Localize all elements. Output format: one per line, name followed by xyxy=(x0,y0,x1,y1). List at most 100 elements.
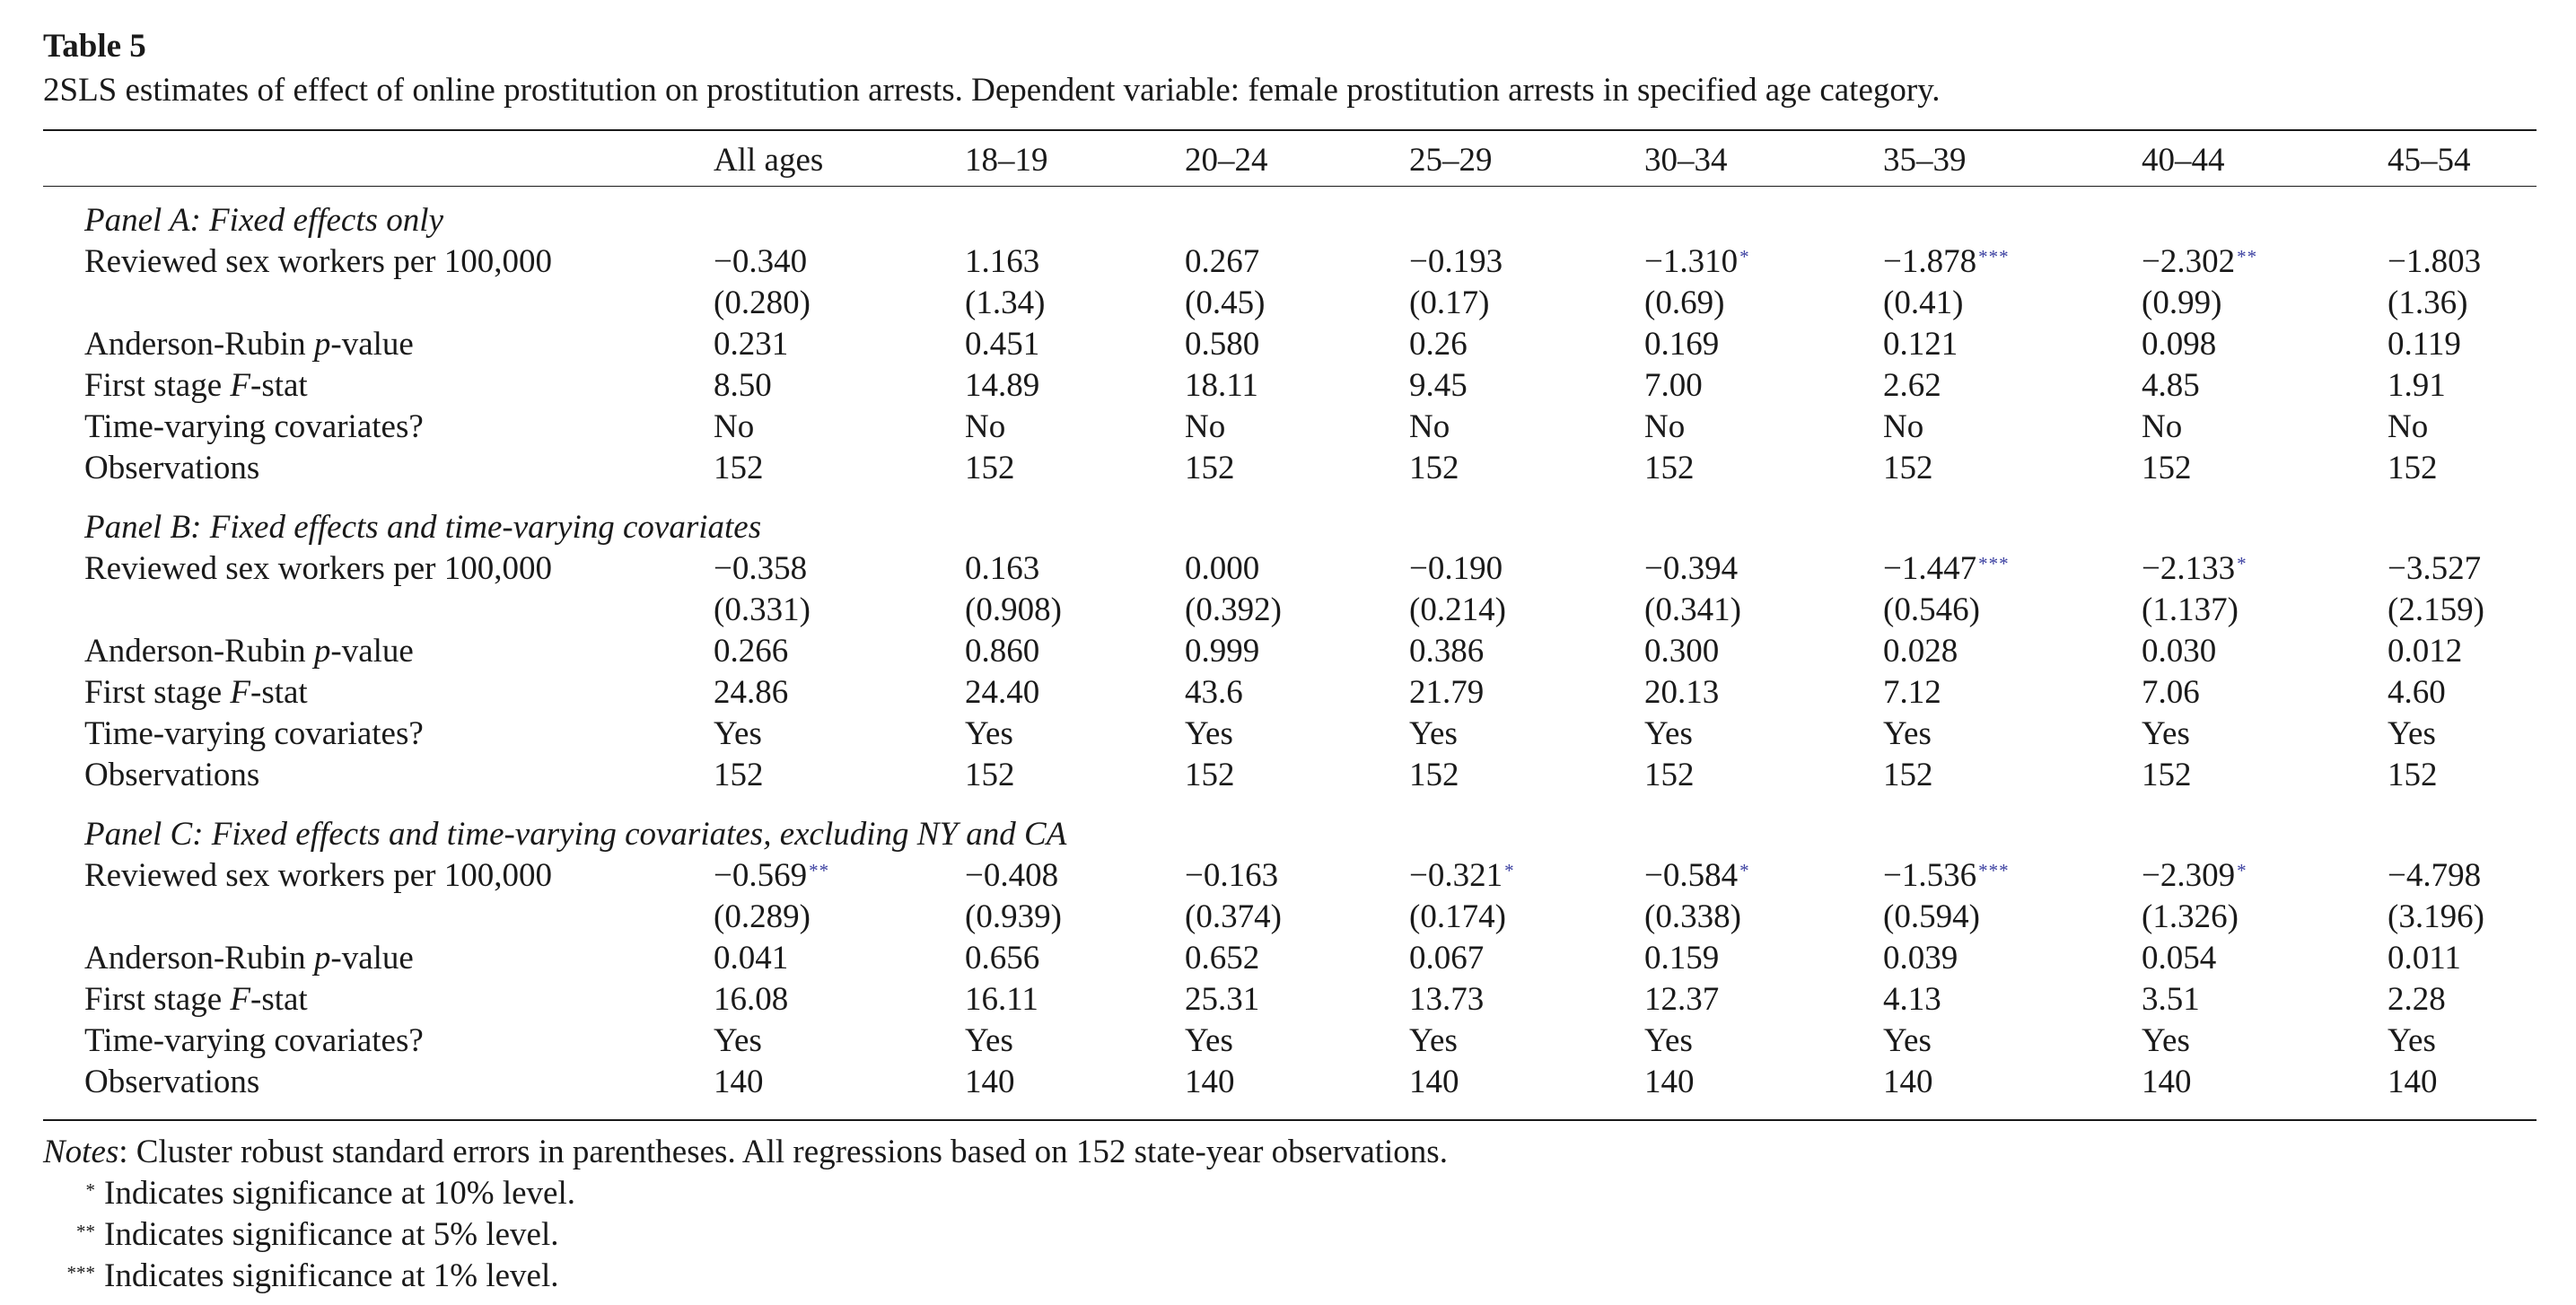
row-label: Observations xyxy=(84,1064,260,1100)
table-cell: (0.214) xyxy=(1409,591,1506,628)
table-label: Table 5 xyxy=(43,28,146,65)
table-cell: −1.803 xyxy=(2388,243,2482,280)
row-label-symbol: p xyxy=(313,940,331,977)
footnote: ** Indicates significance at 5% level. xyxy=(43,1215,558,1255)
table-cell: No xyxy=(965,408,1006,445)
table-cell: 152 xyxy=(1644,450,1695,486)
table-cell: Yes xyxy=(1644,1022,1693,1059)
table-cell: 4.85 xyxy=(2142,367,2200,404)
table-cell: 0.26 xyxy=(1409,326,1468,363)
table-cell: Yes xyxy=(1185,1022,1233,1059)
table-cell: Yes xyxy=(714,715,762,752)
table-cell: −0.163 xyxy=(1185,857,1279,894)
table-cell: −0.340 xyxy=(714,243,808,280)
table-cell: 0.012 xyxy=(2388,633,2463,670)
table-cell: Yes xyxy=(1185,715,1233,752)
table-cell: 140 xyxy=(2142,1064,2192,1100)
table-cell: 0.860 xyxy=(965,633,1040,670)
row-label: Observations xyxy=(84,757,260,793)
table-cell: No xyxy=(1185,408,1226,445)
table-cell: (0.939) xyxy=(965,898,1062,935)
table-cell: 14.89 xyxy=(965,367,1040,404)
table-cell: No xyxy=(2388,408,2429,445)
table-cell: 0.000 xyxy=(1185,550,1260,587)
table-cell: 152 xyxy=(714,757,764,793)
footnote-symbol: ** xyxy=(76,1221,95,1242)
table-cell: (0.341) xyxy=(1644,591,1741,628)
row-label: Observations xyxy=(84,450,260,486)
table-cell: (0.99) xyxy=(2142,285,2222,321)
table-cell: (1.326) xyxy=(2142,898,2239,935)
table-cell: 140 xyxy=(1409,1064,1459,1100)
table-cell: (0.546) xyxy=(1883,591,1980,628)
table-cell: (0.280) xyxy=(714,285,810,321)
row-label: Time-varying covariates? xyxy=(84,408,424,445)
significance-stars: * xyxy=(1739,246,1750,267)
row-label: First stage F-stat xyxy=(84,981,308,1018)
panel-title: Panel A: Fixed effects only xyxy=(84,202,443,239)
table-cell: Yes xyxy=(2142,715,2190,752)
table-cell: 18.11 xyxy=(1185,367,1258,404)
significance-stars: *** xyxy=(1978,860,2010,881)
row-label: Time-varying covariates? xyxy=(84,1022,424,1059)
table-cell: Yes xyxy=(1409,1022,1458,1059)
table-cell: 4.60 xyxy=(2388,674,2446,711)
table-cell: −0.408 xyxy=(965,857,1059,894)
table-cell: 20.13 xyxy=(1644,674,1720,711)
panel-title: Panel C: Fixed effects and time-varying … xyxy=(84,816,1067,853)
significance-stars: ** xyxy=(809,860,830,881)
table-cell: 152 xyxy=(1644,757,1695,793)
table-cell: −2.309* xyxy=(2142,857,2247,894)
table-cell: Yes xyxy=(965,1022,1013,1059)
table-cell: Yes xyxy=(1644,715,1693,752)
table-cell: 9.45 xyxy=(1409,367,1468,404)
notes-lead: Notes xyxy=(43,1134,119,1170)
table-cell: 152 xyxy=(2388,450,2438,486)
table-cell: −2.133* xyxy=(2142,550,2247,587)
table-cell: 0.451 xyxy=(965,326,1040,363)
table-cell: 1.163 xyxy=(965,243,1040,280)
table-cell: (0.41) xyxy=(1883,285,1964,321)
table-cell: 140 xyxy=(1883,1064,1933,1100)
significance-stars: ** xyxy=(2237,246,2258,267)
row-label-symbol: p xyxy=(313,633,331,670)
table-cell: 0.266 xyxy=(714,633,789,670)
table-cell: 140 xyxy=(965,1064,1015,1100)
table-cell: Yes xyxy=(965,715,1013,752)
significance-stars: *** xyxy=(1978,246,2010,267)
table-cell: −0.358 xyxy=(714,550,808,587)
row-label: Anderson-Rubin p-value xyxy=(84,940,414,977)
table-cell: 0.011 xyxy=(2388,940,2461,977)
table-cell: 0.039 xyxy=(1883,940,1958,977)
table-cell: 152 xyxy=(1409,450,1459,486)
table-cell: 152 xyxy=(2142,757,2192,793)
table-cell: 43.6 xyxy=(1185,674,1243,711)
table-cell: (0.289) xyxy=(714,898,810,935)
top-rule xyxy=(43,129,2537,131)
table-cell: −0.569** xyxy=(714,857,830,894)
table-cell: 12.37 xyxy=(1644,981,1720,1018)
table-cell: 0.231 xyxy=(714,326,789,363)
table-cell: −1.536*** xyxy=(1883,857,2010,894)
table-cell: 140 xyxy=(1185,1064,1235,1100)
table-cell: 2.28 xyxy=(2388,981,2446,1018)
column-header: All ages xyxy=(714,142,824,179)
table-cell: (2.159) xyxy=(2388,591,2484,628)
table-cell: 8.50 xyxy=(714,367,772,404)
table-cell: Yes xyxy=(1883,1022,1932,1059)
table-cell: 16.08 xyxy=(714,981,789,1018)
column-header: 18–19 xyxy=(965,142,1048,179)
table-cell: 152 xyxy=(1185,757,1235,793)
row-label: Anderson-Rubin p-value xyxy=(84,326,414,363)
table-cell: 2.62 xyxy=(1883,367,1941,404)
table-cell: No xyxy=(1644,408,1686,445)
table-cell: 1.91 xyxy=(2388,367,2446,404)
table-cell: 0.119 xyxy=(2388,326,2461,363)
table-cell: 0.999 xyxy=(1185,633,1260,670)
table-cell: 13.73 xyxy=(1409,981,1485,1018)
table-cell: 0.121 xyxy=(1883,326,1958,363)
header-rule xyxy=(43,186,2537,187)
table-cell: −0.190 xyxy=(1409,550,1503,587)
table-cell: 152 xyxy=(1185,450,1235,486)
significance-stars: * xyxy=(2237,860,2247,881)
